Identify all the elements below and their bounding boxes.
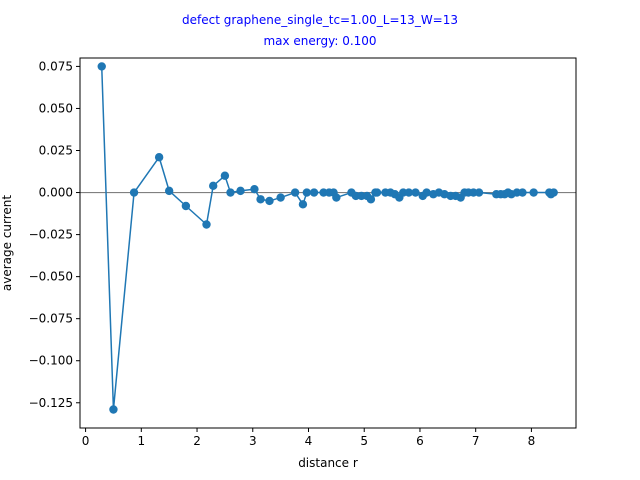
data-point bbox=[411, 188, 420, 197]
data-point bbox=[290, 188, 300, 197]
data-point bbox=[208, 181, 218, 191]
data-point bbox=[529, 188, 538, 197]
y-tick-label: −0.050 bbox=[29, 270, 73, 284]
y-tick-label: −0.125 bbox=[29, 396, 73, 410]
x-tick-label: 7 bbox=[472, 434, 480, 448]
chart-subtitle: max energy: 0.100 bbox=[263, 34, 376, 48]
y-tick-label: 0.050 bbox=[39, 101, 73, 115]
plot-frame bbox=[79, 57, 577, 429]
x-tick-label: 4 bbox=[305, 434, 313, 448]
data-point bbox=[236, 186, 245, 196]
data-point bbox=[549, 188, 558, 197]
x-axis-label: distance r bbox=[298, 456, 358, 470]
y-tick-label: 0.025 bbox=[39, 144, 73, 158]
y-tick-label: −0.025 bbox=[29, 228, 73, 242]
data-point bbox=[302, 188, 312, 197]
data-point bbox=[372, 188, 382, 197]
y-axis-label: average current bbox=[0, 195, 14, 292]
data-point bbox=[202, 220, 211, 229]
data-point bbox=[129, 188, 139, 197]
x-tick-label: 0 bbox=[82, 434, 90, 448]
data-point bbox=[332, 193, 341, 202]
x-tick-label: 8 bbox=[528, 434, 536, 448]
data-point bbox=[474, 188, 484, 197]
x-tick-label: 6 bbox=[416, 434, 424, 448]
data-point bbox=[518, 188, 527, 197]
data-point bbox=[226, 188, 235, 197]
series-layer bbox=[97, 62, 558, 414]
data-point bbox=[256, 195, 265, 204]
data-point bbox=[298, 200, 308, 209]
data-point bbox=[220, 171, 230, 180]
x-tick-label: 5 bbox=[360, 434, 368, 448]
y-tick-label: 0.000 bbox=[39, 186, 73, 200]
data-point bbox=[109, 405, 118, 414]
plot-area bbox=[80, 58, 576, 428]
y-tick-label: −0.075 bbox=[29, 312, 73, 326]
data-point bbox=[404, 188, 414, 197]
data-point bbox=[276, 193, 285, 202]
x-axis-ticks: 0 1 2 3 4 5 6 7 8 bbox=[82, 428, 535, 448]
data-point bbox=[164, 186, 174, 196]
x-tick-label: 1 bbox=[137, 434, 145, 448]
x-tick-label: 2 bbox=[193, 434, 201, 448]
y-tick-label: 0.075 bbox=[39, 59, 73, 73]
data-point bbox=[309, 188, 319, 197]
x-tick-label: 3 bbox=[249, 434, 257, 448]
chart-title: defect graphene_single_tc=1.00_L=13_W=13 bbox=[182, 13, 458, 27]
y-axis-ticks: −0.125 −0.100 −0.075 −0.050 −0.025 0.000 0.025… bbox=[29, 59, 80, 410]
data-point bbox=[265, 196, 274, 206]
data-point bbox=[181, 201, 191, 211]
y-tick-label: −0.100 bbox=[29, 354, 73, 368]
data-point bbox=[422, 188, 431, 197]
data-point bbox=[97, 62, 106, 71]
data-point bbox=[154, 153, 164, 162]
data-point bbox=[366, 195, 376, 204]
data-point bbox=[250, 184, 259, 194]
plot-background bbox=[80, 58, 576, 428]
